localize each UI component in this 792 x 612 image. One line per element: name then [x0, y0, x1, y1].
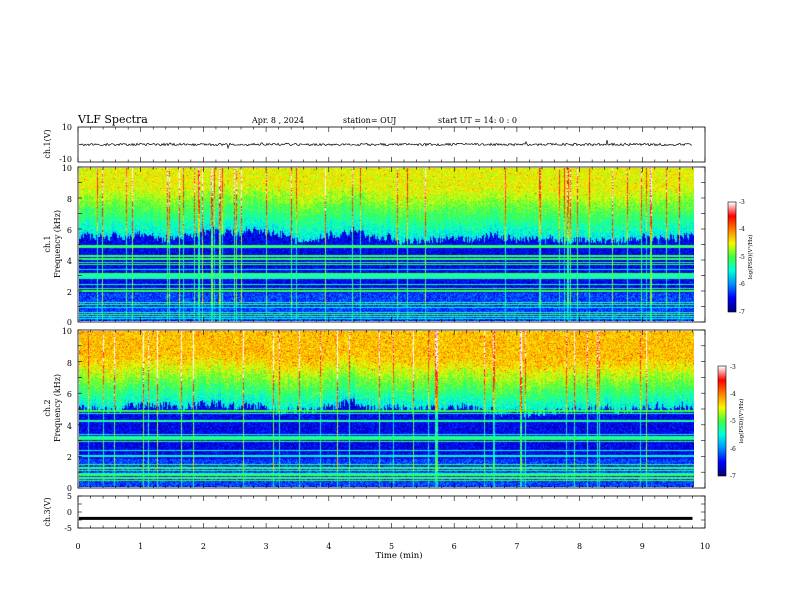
- ch2-colorbar: -3 -4 -5 -6 -7 log(PSD)(V²/Hz): [717, 364, 745, 480]
- ch2-ytick-4: 4: [67, 422, 72, 431]
- time-axis-tick-10: 10: [700, 542, 710, 551]
- ch1-waveform-panel: 10 -10 ch.1(V): [43, 123, 706, 164]
- ch1-ytick-0: 0: [67, 318, 72, 327]
- ch1-colorbar-frame: [727, 201, 737, 313]
- time-axis-tick-1: 1: [138, 542, 143, 551]
- figure-title: VLF Spectra: [77, 113, 148, 126]
- ch2-ytick-10: 10: [62, 327, 72, 336]
- ch1-colorbar-tick--6: -6: [739, 281, 745, 288]
- ch1-spectrogram-ylabel-frequency: Frequency (kHz): [53, 210, 62, 278]
- ch3-ytick-bottom: -5: [64, 524, 72, 533]
- ch1-colorbar-gradient: [728, 202, 736, 312]
- ch2-colorbar-tick--6: -6: [730, 446, 736, 453]
- ch2-spectrogram-ylabel-channel: ch.2: [43, 399, 52, 416]
- ch1-colorbar-tick--4: -4: [739, 226, 745, 233]
- time-axis-label: Time (min): [375, 550, 422, 561]
- ch1-colorbar-label: log(PSD)(V²/Hz): [747, 235, 754, 280]
- time-axis-tick-2: 2: [201, 542, 206, 551]
- ch2-colorbar-tick--4: -4: [730, 391, 736, 398]
- ch2-ytick-8: 8: [67, 359, 72, 368]
- ch1-waveform-ylabel: ch.1(V): [43, 129, 52, 158]
- ch1-spectrogram-ticks: [77, 166, 706, 323]
- ch3-ytick-mid: 0: [67, 508, 72, 517]
- time-axis-tick-9: 9: [640, 542, 645, 551]
- ch1-spectrogram-panel: 10 8 6 4 2 0 ch.1 Frequency (kHz): [43, 164, 706, 327]
- ch1-colorbar: -3 -4 -5 -6 -7 log(PSD)(V²/Hz): [727, 199, 754, 316]
- time-axis-tick-3: 3: [264, 542, 269, 551]
- ch2-colorbar-gradient: [718, 366, 726, 476]
- ch2-ytick-6: 6: [67, 390, 72, 399]
- ch2-spectrogram-ylabel-frequency: Frequency (kHz): [53, 374, 62, 442]
- date-label: Apr. 8 , 2024: [251, 116, 304, 125]
- time-axis-tick-8: 8: [577, 542, 582, 551]
- ch1-spectrogram-ylabel-channel: ch.1: [43, 235, 52, 252]
- ch1-spectrogram-image: [79, 168, 694, 321]
- time-axis-tick-7: 7: [514, 542, 519, 551]
- ch1-ytick-bottom: -10: [59, 155, 72, 164]
- station-label: station= OUJ: [343, 116, 396, 125]
- ch2-spectrogram-image: [79, 331, 694, 487]
- ch2-ytick-2: 2: [67, 453, 72, 462]
- ch1-ytick-6: 6: [67, 226, 72, 235]
- ch1-colorbar-tick--3: -3: [739, 199, 745, 206]
- ch2-spectrogram-panel: 10 8 6 4 2 0 ch.2 Frequency (kHz): [43, 327, 706, 493]
- ch2-colorbar-frame: [717, 365, 727, 477]
- ch2-colorbar-tick--7: -7: [730, 473, 736, 480]
- ch2-spectrogram-ticks: [77, 329, 706, 489]
- ch2-colorbar-tick--5: -5: [730, 418, 736, 425]
- ch1-ytick-8: 8: [67, 195, 72, 204]
- ch3-waveform-ylabel: ch.3(V): [43, 497, 52, 526]
- ch3-waveform-ticks: [77, 495, 706, 529]
- time-axis-tick-4: 4: [326, 542, 331, 551]
- ch2-ytick-0: 0: [67, 484, 72, 493]
- ch3-waveform-panel: 5 0 -5 ch.3(V) 0 1 2 3 4 5 6 7 8 9 10 Time (min): [43, 492, 710, 561]
- ch1-waveform-ticks: [77, 127, 706, 162]
- ch1-ytick-2: 2: [67, 288, 72, 297]
- ch2-colorbar-label: log(PSD)(V²/Hz): [738, 399, 745, 444]
- ch1-colorbar-tick--7: -7: [739, 309, 745, 316]
- time-axis-tick-6: 6: [452, 542, 457, 551]
- ch1-ytick-10: 10: [62, 164, 72, 173]
- time-axis-tick-labels: 0 1 2 3 4 5 6 7 8 9 10: [75, 542, 710, 551]
- time-axis-tick-5: 5: [389, 542, 394, 551]
- ch1-ytick-4: 4: [67, 257, 72, 266]
- ch1-ytick-top: 10: [62, 123, 72, 132]
- start-ut-label: start UT = 14: 0 : 0: [438, 116, 517, 125]
- ch1-waveform-trace: [78, 139, 693, 150]
- ch2-colorbar-tick--3: -3: [730, 364, 736, 371]
- time-axis-tick-0: 0: [75, 542, 80, 551]
- ch3-ytick-top: 5: [67, 492, 72, 501]
- ch1-colorbar-tick--5: -5: [739, 254, 745, 261]
